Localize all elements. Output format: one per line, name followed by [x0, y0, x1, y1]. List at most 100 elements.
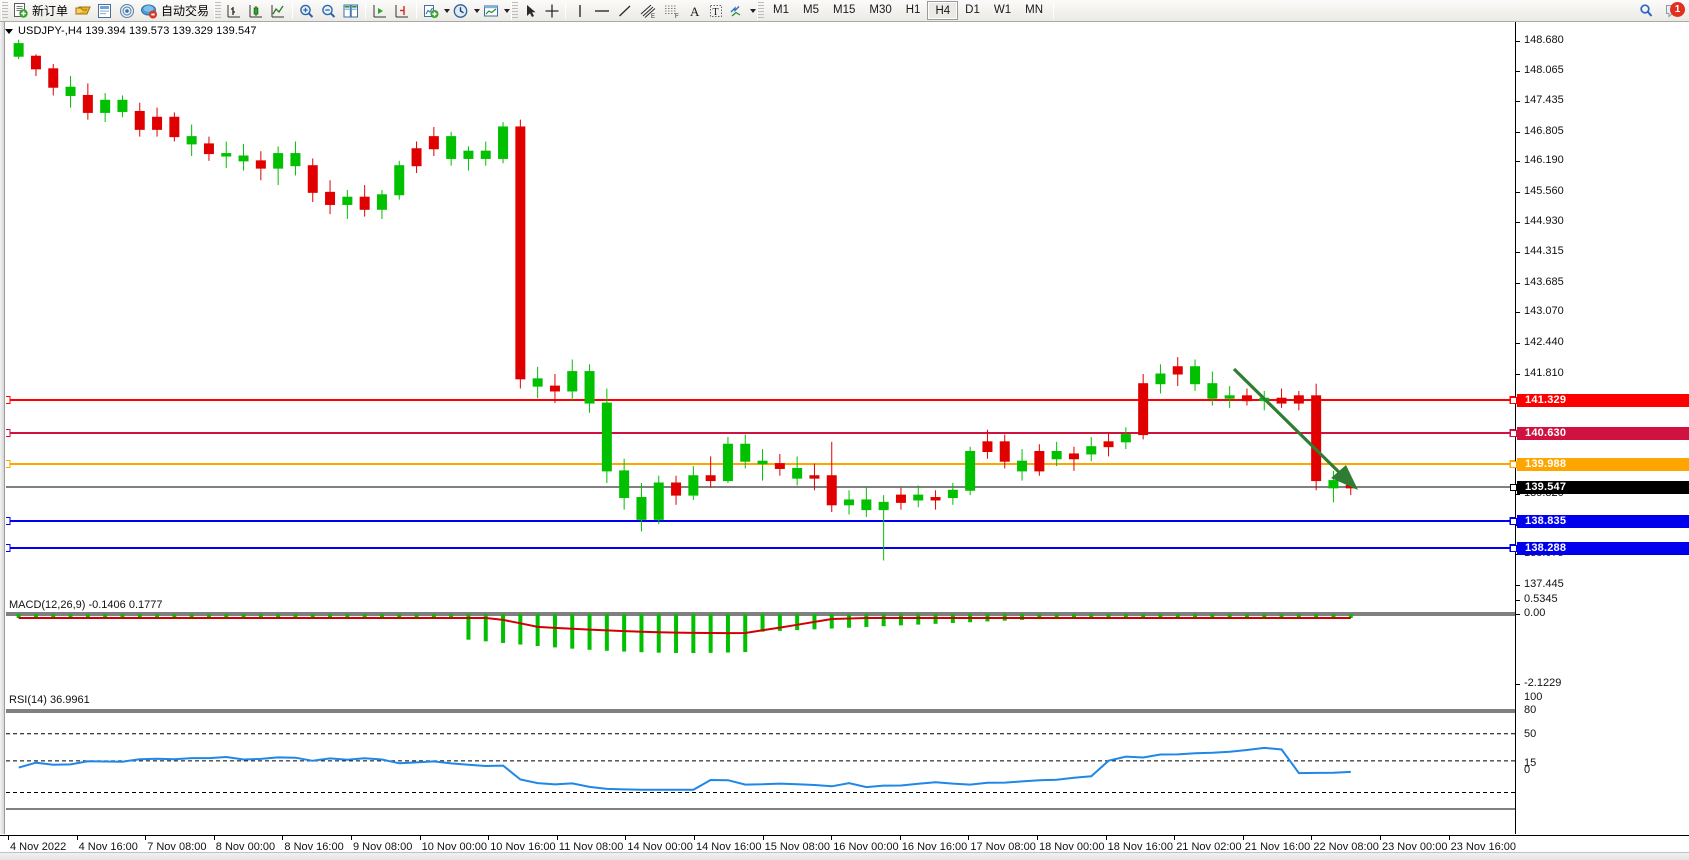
- candle-body: [636, 497, 647, 520]
- candlestick-icon: [249, 4, 263, 17]
- candle-body: [1241, 395, 1252, 402]
- timeframe-d1[interactable]: D1: [965, 4, 980, 16]
- toolbar-grip-2[interactable]: [214, 1, 222, 20]
- price-level-anchor-left[interactable]: [6, 396, 11, 404]
- timeframe-h4[interactable]: H4: [927, 1, 959, 20]
- candlestick: [653, 475, 664, 525]
- price-level-badge[interactable]: 138.835: [1510, 515, 1689, 528]
- price-tick-label: 146.805: [1524, 124, 1564, 137]
- candle-body: [567, 371, 578, 392]
- templates-dropdown-caret[interactable]: [504, 8, 511, 13]
- chart-window[interactable]: USDJPY-,H4 139.394 139.573 139.329 139.5…: [0, 22, 1689, 860]
- price-level-anchor-left[interactable]: [6, 517, 11, 525]
- candlestick: [238, 143, 249, 171]
- candlestick: [999, 434, 1010, 469]
- price-level-badge[interactable]: 139.988: [1510, 458, 1689, 471]
- candle-body: [169, 116, 180, 138]
- auto-trading-button[interactable]: 自动交易: [138, 1, 213, 21]
- price-tick-label: 141.810: [1524, 366, 1564, 379]
- timeframe-w1[interactable]: W1: [993, 4, 1012, 16]
- bar-chart-button[interactable]: [223, 1, 245, 21]
- crosshair-tool-button[interactable]: [541, 1, 562, 21]
- horizontal-line-icon: [595, 9, 610, 12]
- candlestick: [947, 483, 958, 505]
- price-level-badge[interactable]: 139.547: [1510, 481, 1689, 494]
- algobook-button[interactable]: [72, 1, 94, 21]
- auto-scroll-button[interactable]: [391, 1, 413, 21]
- equidistant-channel-button[interactable]: E: [636, 1, 660, 21]
- shift-end-button[interactable]: [369, 1, 391, 21]
- candle-body: [82, 94, 93, 113]
- search-button[interactable]: [1635, 1, 1659, 21]
- period-dropdown-caret[interactable]: [474, 8, 481, 13]
- price-level-badge[interactable]: 140.630: [1510, 427, 1689, 440]
- candlestick: [1207, 371, 1218, 406]
- price-tick-label: 145.560: [1524, 184, 1564, 197]
- text-label-tool-button[interactable]: T: [705, 1, 726, 21]
- trendline-tool-button[interactable]: [614, 1, 636, 21]
- candlestick: [325, 180, 336, 215]
- price-level-badge[interactable]: 138.288: [1510, 542, 1689, 555]
- price-level-handle[interactable]: [1510, 518, 1517, 525]
- price-level-handle[interactable]: [1510, 430, 1517, 437]
- text-icon: A: [690, 4, 700, 19]
- horizontal-line-tool-button[interactable]: [590, 1, 614, 21]
- chart-collapse-caret-icon[interactable]: [5, 28, 13, 34]
- candlestick: [688, 466, 699, 500]
- price-tick-label: 148.065: [1524, 63, 1564, 76]
- signals-button[interactable]: [116, 1, 138, 21]
- price-axis[interactable]: 148.680 148.065 147.435 146.805 146.190 145.5…: [1510, 22, 1689, 834]
- shapes-tool-button[interactable]: [726, 1, 748, 21]
- candle-body: [947, 489, 958, 499]
- price-level-anchor-left[interactable]: [6, 460, 11, 468]
- timeframe-m1[interactable]: M1: [773, 4, 790, 16]
- cursor-tool-button[interactable]: [520, 1, 541, 21]
- notifications-button[interactable]: 1: [1659, 1, 1689, 21]
- fibonacci-tool-button[interactable]: F: [660, 1, 684, 21]
- templates-button[interactable]: [480, 1, 502, 21]
- price-level-anchor-left[interactable]: [6, 544, 11, 552]
- price-level-handle[interactable]: [1510, 484, 1517, 491]
- price-tick: [1516, 40, 1520, 42]
- candlestick: [359, 185, 370, 217]
- period-button[interactable]: [450, 1, 472, 21]
- zoom-in-button[interactable]: [296, 1, 318, 21]
- toolbar-grip[interactable]: [1, 1, 8, 20]
- price-plot-area[interactable]: [6, 22, 1515, 834]
- add-indicator-button[interactable]: [420, 1, 442, 21]
- tile-windows-button[interactable]: [340, 1, 362, 21]
- timeframe-m5[interactable]: M5: [803, 4, 819, 16]
- price-level-handle[interactable]: [1510, 545, 1517, 552]
- price-level-handle[interactable]: [1510, 397, 1517, 404]
- timeframe-mn[interactable]: MN: [1025, 4, 1043, 16]
- new-order-button[interactable]: 新订单: [10, 1, 72, 21]
- candlestick-chart-button[interactable]: [245, 1, 267, 21]
- market-watch-button[interactable]: [94, 1, 116, 21]
- price-tick: [1516, 161, 1520, 163]
- zoom-out-button[interactable]: [318, 1, 340, 21]
- text-tool-button[interactable]: A: [684, 1, 705, 21]
- toolbar-grip-4[interactable]: [757, 1, 765, 20]
- price-tick-label: 147.435: [1524, 94, 1564, 107]
- price-level-handle[interactable]: [1510, 461, 1517, 468]
- timeframe-m15[interactable]: M15: [833, 4, 856, 16]
- timeframe-h1[interactable]: H1: [905, 4, 921, 16]
- price-level-value: 138.288: [1525, 542, 1567, 554]
- candlestick: [601, 388, 612, 484]
- line-chart-button[interactable]: [267, 1, 289, 21]
- toolbar-grip-3[interactable]: [511, 1, 519, 20]
- candle-body: [203, 143, 214, 155]
- vertical-line-tool-button[interactable]: [569, 1, 590, 21]
- timeframe-m30[interactable]: M30: [869, 4, 892, 16]
- shapes-dropdown-caret[interactable]: [750, 8, 757, 13]
- candle-body: [463, 150, 474, 159]
- indicator-dropdown-caret[interactable]: [444, 8, 451, 13]
- trend-arrow-annotation[interactable]: [1232, 367, 1358, 490]
- price-level-badge[interactable]: 141.329: [1510, 394, 1689, 407]
- price-tick-label: 137.445: [1524, 577, 1564, 590]
- price-level-anchor-left[interactable]: [6, 429, 11, 437]
- time-tick: [694, 836, 695, 840]
- candle-body: [394, 165, 405, 196]
- candlestick: [394, 160, 405, 200]
- price-tick-label: 142.440: [1524, 336, 1564, 348]
